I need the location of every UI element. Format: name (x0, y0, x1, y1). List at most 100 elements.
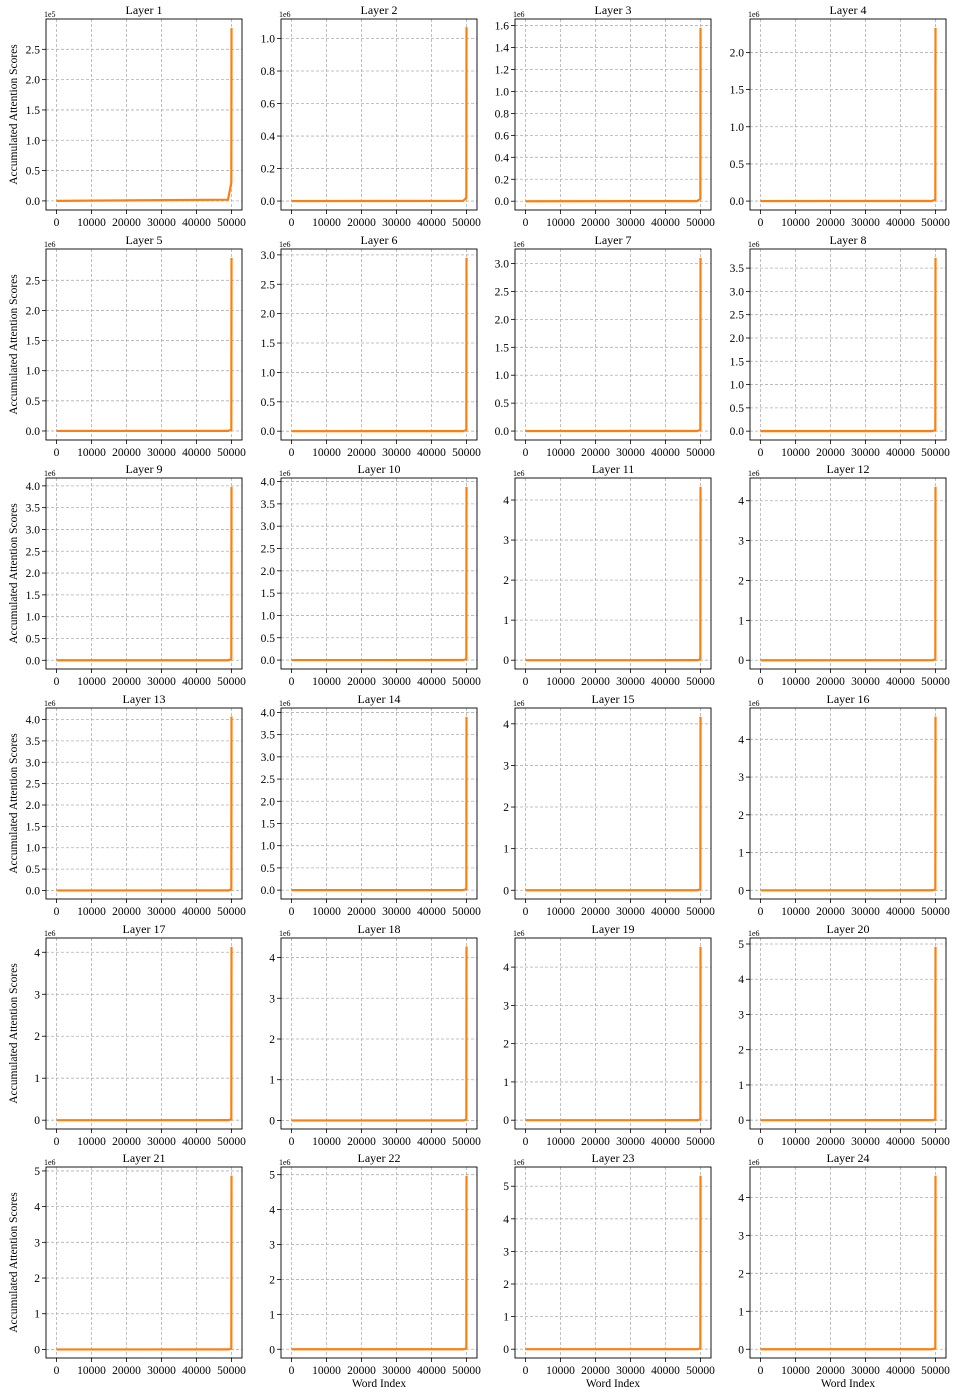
x-tick-label: 50000 (452, 1365, 481, 1377)
y-tick-label: 1.0 (261, 367, 276, 379)
x-tick-label: 40000 (417, 217, 446, 229)
subplot-16: 0 10000 20000 30000 40000 50000 0 1 2 3 4 1e6 Layer … (738, 692, 950, 918)
x-tick-label: 50000 (921, 1136, 950, 1148)
y-tick-label: 0.5 (730, 403, 745, 415)
y-tick-label: 0 (738, 1344, 744, 1356)
x-tick-label: 10000 (77, 676, 106, 688)
x-tick-label: 0 (289, 447, 295, 459)
series-line (291, 716, 468, 892)
x-tick-label: 40000 (886, 906, 915, 918)
x-tick-label: 0 (289, 1136, 295, 1148)
y-offset-text: 1e6 (513, 469, 525, 478)
y-tick-label: 3 (738, 772, 744, 784)
y-tick-label: 4 (503, 962, 509, 974)
x-tick-label: 50000 (921, 676, 950, 688)
subplot-title: Layer 10 (358, 462, 401, 476)
y-tick-label: 0 (738, 885, 744, 897)
x-tick-label: 20000 (816, 1136, 845, 1148)
x-tick-label: 30000 (616, 217, 645, 229)
x-tick-label: 10000 (781, 1136, 810, 1148)
x-tick-label: 30000 (147, 1365, 176, 1377)
y-offset-text: 1e6 (279, 1158, 291, 1167)
x-tick-label: 40000 (417, 447, 446, 459)
x-tick-label: 30000 (851, 217, 880, 229)
y-tick-label: 3 (34, 1237, 40, 1249)
y-tick-label: 4 (269, 1205, 275, 1217)
x-tick-label: 10000 (781, 447, 810, 459)
y-tick-label: 1.5 (495, 342, 510, 354)
subplot-11: 0 10000 20000 30000 40000 50000 0 1 2 3 4 1e6 Layer … (503, 462, 715, 688)
x-axis-label: Word Index (352, 1378, 407, 1390)
y-tick-label: 2.0 (261, 566, 276, 578)
x-tick-label: 30000 (616, 447, 645, 459)
y-tick-label: 2.0 (730, 47, 745, 59)
x-tick-label: 0 (289, 217, 295, 229)
x-tick-label: 10000 (312, 906, 341, 918)
subplot-title: Layer 13 (123, 692, 166, 706)
subplot-title: Layer 3 (595, 3, 632, 17)
x-tick-label: 40000 (886, 217, 915, 229)
x-tick-label: 50000 (452, 217, 481, 229)
x-tick-label: 0 (54, 217, 60, 229)
x-tick-label: 0 (289, 1365, 295, 1377)
y-tick-label: 2.5 (26, 546, 41, 558)
plot-frame (45, 18, 243, 211)
y-offset-text: 1e6 (748, 699, 760, 708)
y-tick-label: 0 (269, 1115, 275, 1127)
subplot-title: Layer 11 (592, 462, 635, 476)
x-tick-label: 30000 (147, 906, 176, 918)
y-offset-text: 1e6 (513, 1158, 525, 1167)
x-tick-label: 40000 (417, 906, 446, 918)
series-line (760, 257, 937, 433)
y-tick-label: 4.0 (26, 715, 41, 727)
x-tick-label: 20000 (347, 906, 376, 918)
series-line (291, 486, 468, 662)
x-tick-label: 10000 (312, 1365, 341, 1377)
x-tick-label: 50000 (217, 1136, 246, 1148)
subplot-9: 0 10000 20000 30000 40000 50000 0.0 0.5 1.0 1.5 2.… (8, 462, 246, 688)
x-tick-label: 10000 (546, 447, 575, 459)
y-tick-label: 0.0 (26, 196, 41, 208)
x-tick-label: 0 (289, 676, 295, 688)
plot-frame (45, 1166, 243, 1359)
subplot-19: 0 10000 20000 30000 40000 50000 0 1 2 3 4 1e6 Layer … (503, 922, 715, 1148)
x-tick-label: 40000 (182, 217, 211, 229)
y-tick-label: 1 (269, 1075, 275, 1087)
plot-frame (280, 248, 478, 441)
subplot-13: 0 10000 20000 30000 40000 50000 0.0 0.5 1.0 1.5 2.… (8, 692, 246, 918)
x-tick-label: 10000 (546, 217, 575, 229)
subplot-title: Layer 24 (827, 1151, 870, 1165)
x-tick-label: 30000 (382, 217, 411, 229)
x-tick-label: 0 (54, 447, 60, 459)
y-tick-label: 1.0 (26, 366, 41, 378)
y-tick-label: 0 (738, 655, 744, 667)
y-offset-text: 1e6 (44, 1158, 56, 1167)
series-line (525, 716, 702, 892)
series-line (291, 946, 468, 1122)
subplot-title: Layer 7 (595, 233, 632, 247)
plot-frame (749, 937, 947, 1130)
y-tick-label: 2 (738, 810, 744, 822)
x-tick-label: 20000 (581, 676, 610, 688)
y-tick-label: 1.5 (730, 356, 745, 368)
x-tick-label: 50000 (217, 906, 246, 918)
x-tick-label: 0 (758, 1365, 764, 1377)
subplot-12: 0 10000 20000 30000 40000 50000 0 1 2 3 4 1e6 Layer … (738, 462, 950, 688)
y-tick-label: 0.0 (261, 196, 276, 208)
x-tick-label: 20000 (816, 906, 845, 918)
subplot-title: Layer 12 (827, 462, 870, 476)
series-line (56, 1175, 233, 1351)
y-tick-label: 4 (738, 1192, 744, 1204)
subplot-title: Layer 9 (126, 462, 163, 476)
subplot-title: Layer 15 (592, 692, 635, 706)
x-tick-label: 50000 (452, 447, 481, 459)
y-tick-label: 2.0 (26, 75, 41, 87)
y-offset-text: 1e6 (279, 929, 291, 938)
y-tick-label: 1.5 (26, 105, 41, 117)
x-tick-label: 0 (758, 1136, 764, 1148)
y-tick-label: 0.4 (261, 131, 276, 143)
y-tick-label: 1.5 (26, 590, 41, 602)
x-tick-label: 30000 (382, 676, 411, 688)
y-tick-label: 0.2 (495, 174, 510, 186)
